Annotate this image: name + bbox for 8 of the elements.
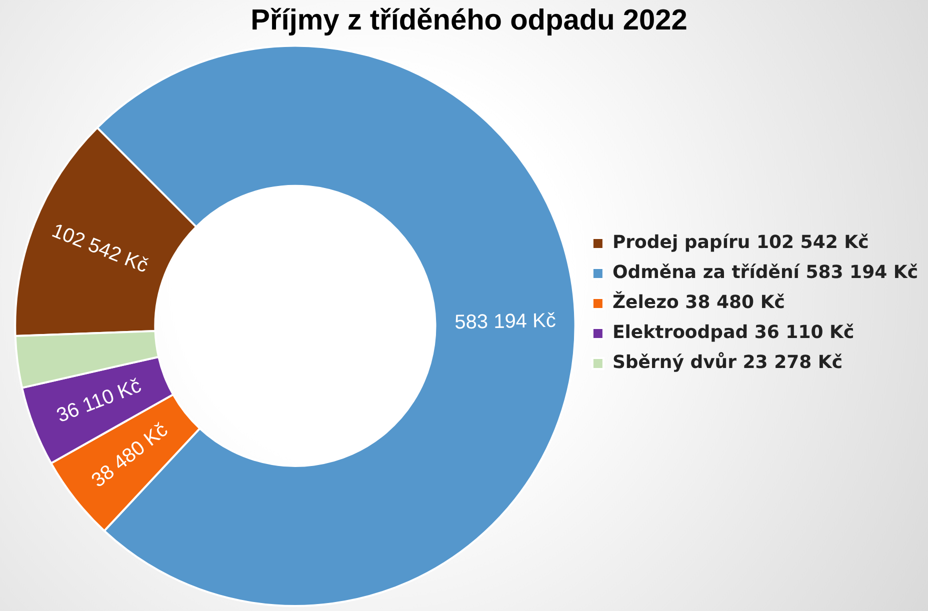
chart-title: Příjmy z tříděného odpadu 2022 bbox=[250, 4, 688, 36]
legend-label: Železo 38 480 Kč bbox=[612, 291, 785, 314]
legend-label: Prodej papíru 102 542 Kč bbox=[612, 232, 869, 254]
legend-label: Elektroodpad 36 110 Kč bbox=[612, 322, 854, 344]
legend-label: Sběrný dvůr 23 278 Kč bbox=[612, 352, 843, 374]
data-label: 102 542 Kč bbox=[48, 220, 152, 278]
legend-label: Odměna za třídění 583 194 Kč bbox=[612, 262, 918, 284]
data-label: 583 194 Kč bbox=[454, 310, 556, 334]
